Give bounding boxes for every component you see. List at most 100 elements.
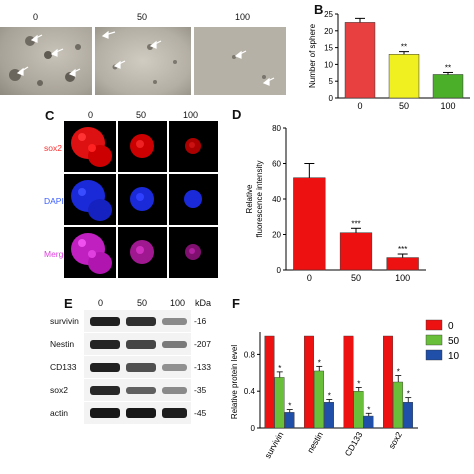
wb-band bbox=[90, 386, 120, 395]
bar-nestin-0 bbox=[304, 335, 314, 429]
panel-c-row-dapi: DAPI bbox=[44, 196, 64, 206]
panel-d-letter: D bbox=[232, 107, 242, 122]
panel-c-row-merge: Merge bbox=[44, 249, 69, 259]
chart-f: 0 0.4 0.8 Relative protein level * * survivin *… bbox=[230, 319, 460, 460]
significance-mark: *** bbox=[351, 219, 360, 228]
sphere-micrograph-100 bbox=[194, 27, 286, 95]
y-tick-label: 0 bbox=[251, 424, 256, 433]
wb-mw-sox2: -35 bbox=[194, 385, 207, 395]
panel-f-letter: F bbox=[232, 296, 240, 311]
bar-sox2-50 bbox=[393, 381, 403, 429]
legend-label: 0 bbox=[448, 321, 454, 332]
wb-band bbox=[162, 387, 187, 394]
wb-row-nestin-label: Nestin bbox=[50, 339, 75, 349]
wb-mw-nestin: -207 bbox=[194, 339, 212, 349]
wb-strip-nestin bbox=[84, 333, 191, 355]
wb-row-actin-label: actin bbox=[50, 408, 68, 418]
panel-c-dose-50: 50 bbox=[136, 110, 147, 120]
significance-mark: * bbox=[278, 364, 281, 373]
bar-survivin-0 bbox=[264, 335, 275, 429]
wb-strip-survivin bbox=[84, 310, 191, 332]
x-tick-label: CD133 bbox=[343, 430, 365, 458]
panel-c-letter: C bbox=[45, 108, 55, 123]
wb-band bbox=[90, 363, 120, 372]
bar-nestin-50 bbox=[314, 370, 324, 429]
panel-a-dose-0: 0 bbox=[33, 12, 39, 22]
sphere-micrograph-0 bbox=[0, 27, 92, 95]
y-tick-label: 80 bbox=[272, 124, 281, 133]
significance-mark: * bbox=[288, 402, 291, 411]
y-tick-label: 0 bbox=[277, 266, 282, 275]
wb-band bbox=[126, 340, 156, 349]
legend-label: 10 bbox=[448, 351, 460, 362]
panel-c-dose-0: 0 bbox=[88, 110, 94, 120]
y-tick-label: 40 bbox=[272, 195, 281, 204]
wb-strip-actin bbox=[84, 402, 191, 424]
legend-label: 50 bbox=[448, 336, 460, 347]
wb-band bbox=[126, 363, 156, 372]
panel-c-row-sox2: sox2 bbox=[44, 143, 62, 153]
y-tick-label: 0.4 bbox=[244, 387, 256, 396]
wb-band bbox=[90, 317, 120, 326]
panel-e-dose-50: 50 bbox=[137, 298, 148, 308]
panel-e-dose-100: 100 bbox=[170, 298, 186, 308]
wb-strip-cd133 bbox=[84, 356, 191, 378]
y-tick-label: 25 bbox=[324, 10, 333, 19]
sphere-micrograph-50 bbox=[95, 27, 191, 95]
panel-c-dose-100: 100 bbox=[183, 110, 199, 120]
confocal-merge-100 bbox=[169, 227, 218, 278]
y-tick-label: 0 bbox=[329, 94, 334, 103]
significance-mark: * bbox=[328, 391, 331, 400]
y-tick-label: 60 bbox=[272, 160, 281, 169]
x-tick-label: 100 bbox=[440, 101, 455, 111]
x-tick-label: 0 bbox=[307, 273, 312, 283]
bar-CD133-10 bbox=[363, 415, 374, 429]
wb-band bbox=[162, 341, 187, 348]
panel-a-dose-100: 100 bbox=[235, 12, 251, 22]
wb-strip-sox2 bbox=[84, 379, 191, 401]
bar-100 bbox=[386, 257, 419, 271]
confocal-sox2-100 bbox=[169, 121, 218, 172]
panel-b-letter: B bbox=[314, 2, 324, 17]
y-tick-label: 20 bbox=[272, 231, 281, 240]
significance-mark: *** bbox=[398, 245, 407, 254]
bar-sox2-10 bbox=[403, 402, 413, 429]
wb-band bbox=[162, 408, 187, 418]
x-tick-label: 0 bbox=[357, 101, 362, 111]
panel-e-dose-0: 0 bbox=[98, 298, 104, 308]
significance-mark: * bbox=[357, 380, 360, 389]
wb-mw-survivin: -16 bbox=[194, 316, 207, 326]
y-tick-label: 10 bbox=[324, 60, 333, 69]
bar-CD133-50 bbox=[353, 390, 364, 429]
bar-sox2-0 bbox=[383, 335, 393, 429]
chart-b: 0 5 10 15 20 25 Number of sphere 0 ** 50 ** 100 bbox=[308, 10, 470, 111]
legend-swatch-0 bbox=[425, 319, 443, 331]
confocal-dapi-50 bbox=[118, 174, 167, 225]
wb-row-survivin-label: survivin bbox=[50, 316, 79, 326]
chart-d: 0 20 40 60 80 Relative fluorescence intensity 0… bbox=[245, 124, 426, 283]
significance-mark: * bbox=[367, 405, 370, 414]
legend-swatch-10 bbox=[425, 349, 443, 361]
wb-mw-cd133: -133 bbox=[194, 362, 212, 372]
bar-survivin-50 bbox=[274, 377, 285, 429]
bar-50 bbox=[388, 54, 420, 99]
bar-50 bbox=[339, 232, 373, 271]
significance-mark: ** bbox=[401, 43, 407, 52]
y-tick-label: 0.8 bbox=[244, 350, 256, 359]
panel-a-dose-50: 50 bbox=[137, 12, 148, 22]
x-tick-label: survivin bbox=[262, 430, 285, 460]
wb-band bbox=[162, 364, 187, 371]
confocal-sox2-50 bbox=[118, 121, 167, 172]
significance-mark: * bbox=[397, 368, 400, 377]
y-tick-label: 20 bbox=[324, 27, 333, 36]
wb-band bbox=[126, 387, 156, 394]
y-axis-label: Relative protein level bbox=[230, 345, 239, 419]
x-tick-label: 50 bbox=[351, 273, 361, 283]
wb-band bbox=[90, 408, 120, 418]
wb-mw-actin: -45 bbox=[194, 408, 207, 418]
confocal-sox2-0 bbox=[64, 121, 116, 172]
significance-mark: * bbox=[407, 390, 410, 399]
wb-band bbox=[126, 408, 156, 418]
significance-mark: ** bbox=[445, 63, 451, 72]
panel-e-letter: E bbox=[64, 296, 73, 311]
